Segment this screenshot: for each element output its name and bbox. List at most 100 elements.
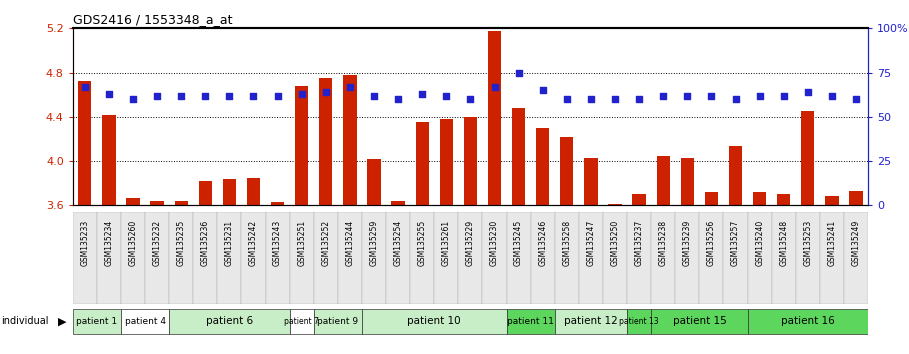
Bar	[627, 212, 651, 304]
Text: GSM135257: GSM135257	[731, 220, 740, 266]
Point	[584, 96, 598, 102]
Point	[366, 93, 381, 98]
Point	[801, 89, 815, 95]
Bar	[458, 212, 483, 304]
Bar	[102, 115, 115, 205]
Bar	[314, 212, 338, 304]
Bar	[295, 86, 308, 205]
Bar	[536, 128, 549, 205]
Bar	[675, 212, 699, 304]
Text: GSM135256: GSM135256	[707, 220, 716, 266]
Point	[150, 93, 165, 98]
Bar	[386, 212, 410, 304]
Point	[222, 93, 236, 98]
Text: GSM135246: GSM135246	[538, 220, 547, 266]
Text: patient 4: patient 4	[125, 317, 165, 326]
Bar	[699, 212, 724, 304]
Bar	[73, 212, 97, 304]
Bar	[121, 212, 145, 304]
Bar	[801, 111, 814, 205]
Bar	[651, 309, 747, 334]
Text: patient 13: patient 13	[619, 317, 659, 326]
Text: GSM135245: GSM135245	[514, 220, 523, 266]
Point	[270, 93, 285, 98]
Bar	[772, 212, 795, 304]
Point	[246, 93, 261, 98]
Bar	[483, 212, 506, 304]
Text: GSM135248: GSM135248	[779, 220, 788, 266]
Point	[295, 91, 309, 97]
Bar	[633, 194, 645, 205]
Text: GSM135233: GSM135233	[80, 220, 89, 266]
Bar	[579, 212, 603, 304]
Point	[463, 96, 477, 102]
Bar	[367, 159, 381, 205]
Bar	[844, 212, 868, 304]
Bar	[488, 30, 501, 205]
Point	[318, 89, 333, 95]
Bar	[560, 137, 574, 205]
Bar	[704, 192, 718, 205]
Point	[608, 96, 623, 102]
Bar	[435, 212, 458, 304]
Text: patient 1: patient 1	[76, 317, 117, 326]
Bar	[512, 108, 525, 205]
Text: GSM135244: GSM135244	[345, 220, 355, 266]
Point	[776, 93, 791, 98]
Point	[77, 84, 92, 90]
Text: patient 6: patient 6	[205, 316, 253, 326]
Bar	[506, 309, 554, 334]
Text: patient 9: patient 9	[317, 317, 358, 326]
Bar	[265, 212, 290, 304]
Text: GSM135250: GSM135250	[611, 220, 620, 266]
Text: GSM135261: GSM135261	[442, 220, 451, 266]
Point	[125, 96, 140, 102]
Text: patient 12: patient 12	[564, 316, 618, 326]
Bar	[531, 212, 554, 304]
Bar	[97, 212, 121, 304]
Bar	[319, 78, 333, 205]
Text: GSM135252: GSM135252	[321, 220, 330, 266]
Bar	[681, 158, 694, 205]
Bar	[554, 212, 579, 304]
Text: GSM135253: GSM135253	[804, 220, 813, 266]
Text: GSM135230: GSM135230	[490, 220, 499, 266]
Bar	[747, 309, 868, 334]
Text: GSM135259: GSM135259	[369, 220, 378, 266]
Text: GSM135236: GSM135236	[201, 220, 210, 266]
Bar	[849, 191, 863, 205]
Bar	[242, 212, 265, 304]
Bar	[338, 212, 362, 304]
Bar	[777, 194, 790, 205]
Text: ▶: ▶	[57, 316, 66, 326]
Bar	[194, 212, 217, 304]
Bar	[314, 309, 362, 334]
Point	[512, 70, 526, 75]
Bar	[627, 309, 651, 334]
Text: GSM135237: GSM135237	[634, 220, 644, 266]
Bar	[121, 309, 169, 334]
Text: patient 16: patient 16	[781, 316, 834, 326]
Text: GSM135260: GSM135260	[128, 220, 137, 266]
Text: GSM135254: GSM135254	[394, 220, 403, 266]
Bar	[795, 212, 820, 304]
Bar	[247, 178, 260, 205]
Bar	[651, 212, 675, 304]
Bar	[825, 196, 839, 205]
Bar	[554, 309, 627, 334]
Point	[439, 93, 454, 98]
Bar	[820, 212, 844, 304]
Point	[560, 96, 574, 102]
Text: GSM135247: GSM135247	[586, 220, 595, 266]
Text: GSM135243: GSM135243	[273, 220, 282, 266]
Point	[174, 93, 188, 98]
Text: GSM135232: GSM135232	[153, 220, 162, 266]
Bar	[344, 75, 356, 205]
Point	[102, 91, 116, 97]
Point	[656, 93, 671, 98]
Bar	[151, 201, 164, 205]
Bar	[584, 158, 597, 205]
Point	[753, 93, 767, 98]
Text: GDS2416 / 1553348_a_at: GDS2416 / 1553348_a_at	[73, 13, 232, 26]
Point	[198, 93, 213, 98]
